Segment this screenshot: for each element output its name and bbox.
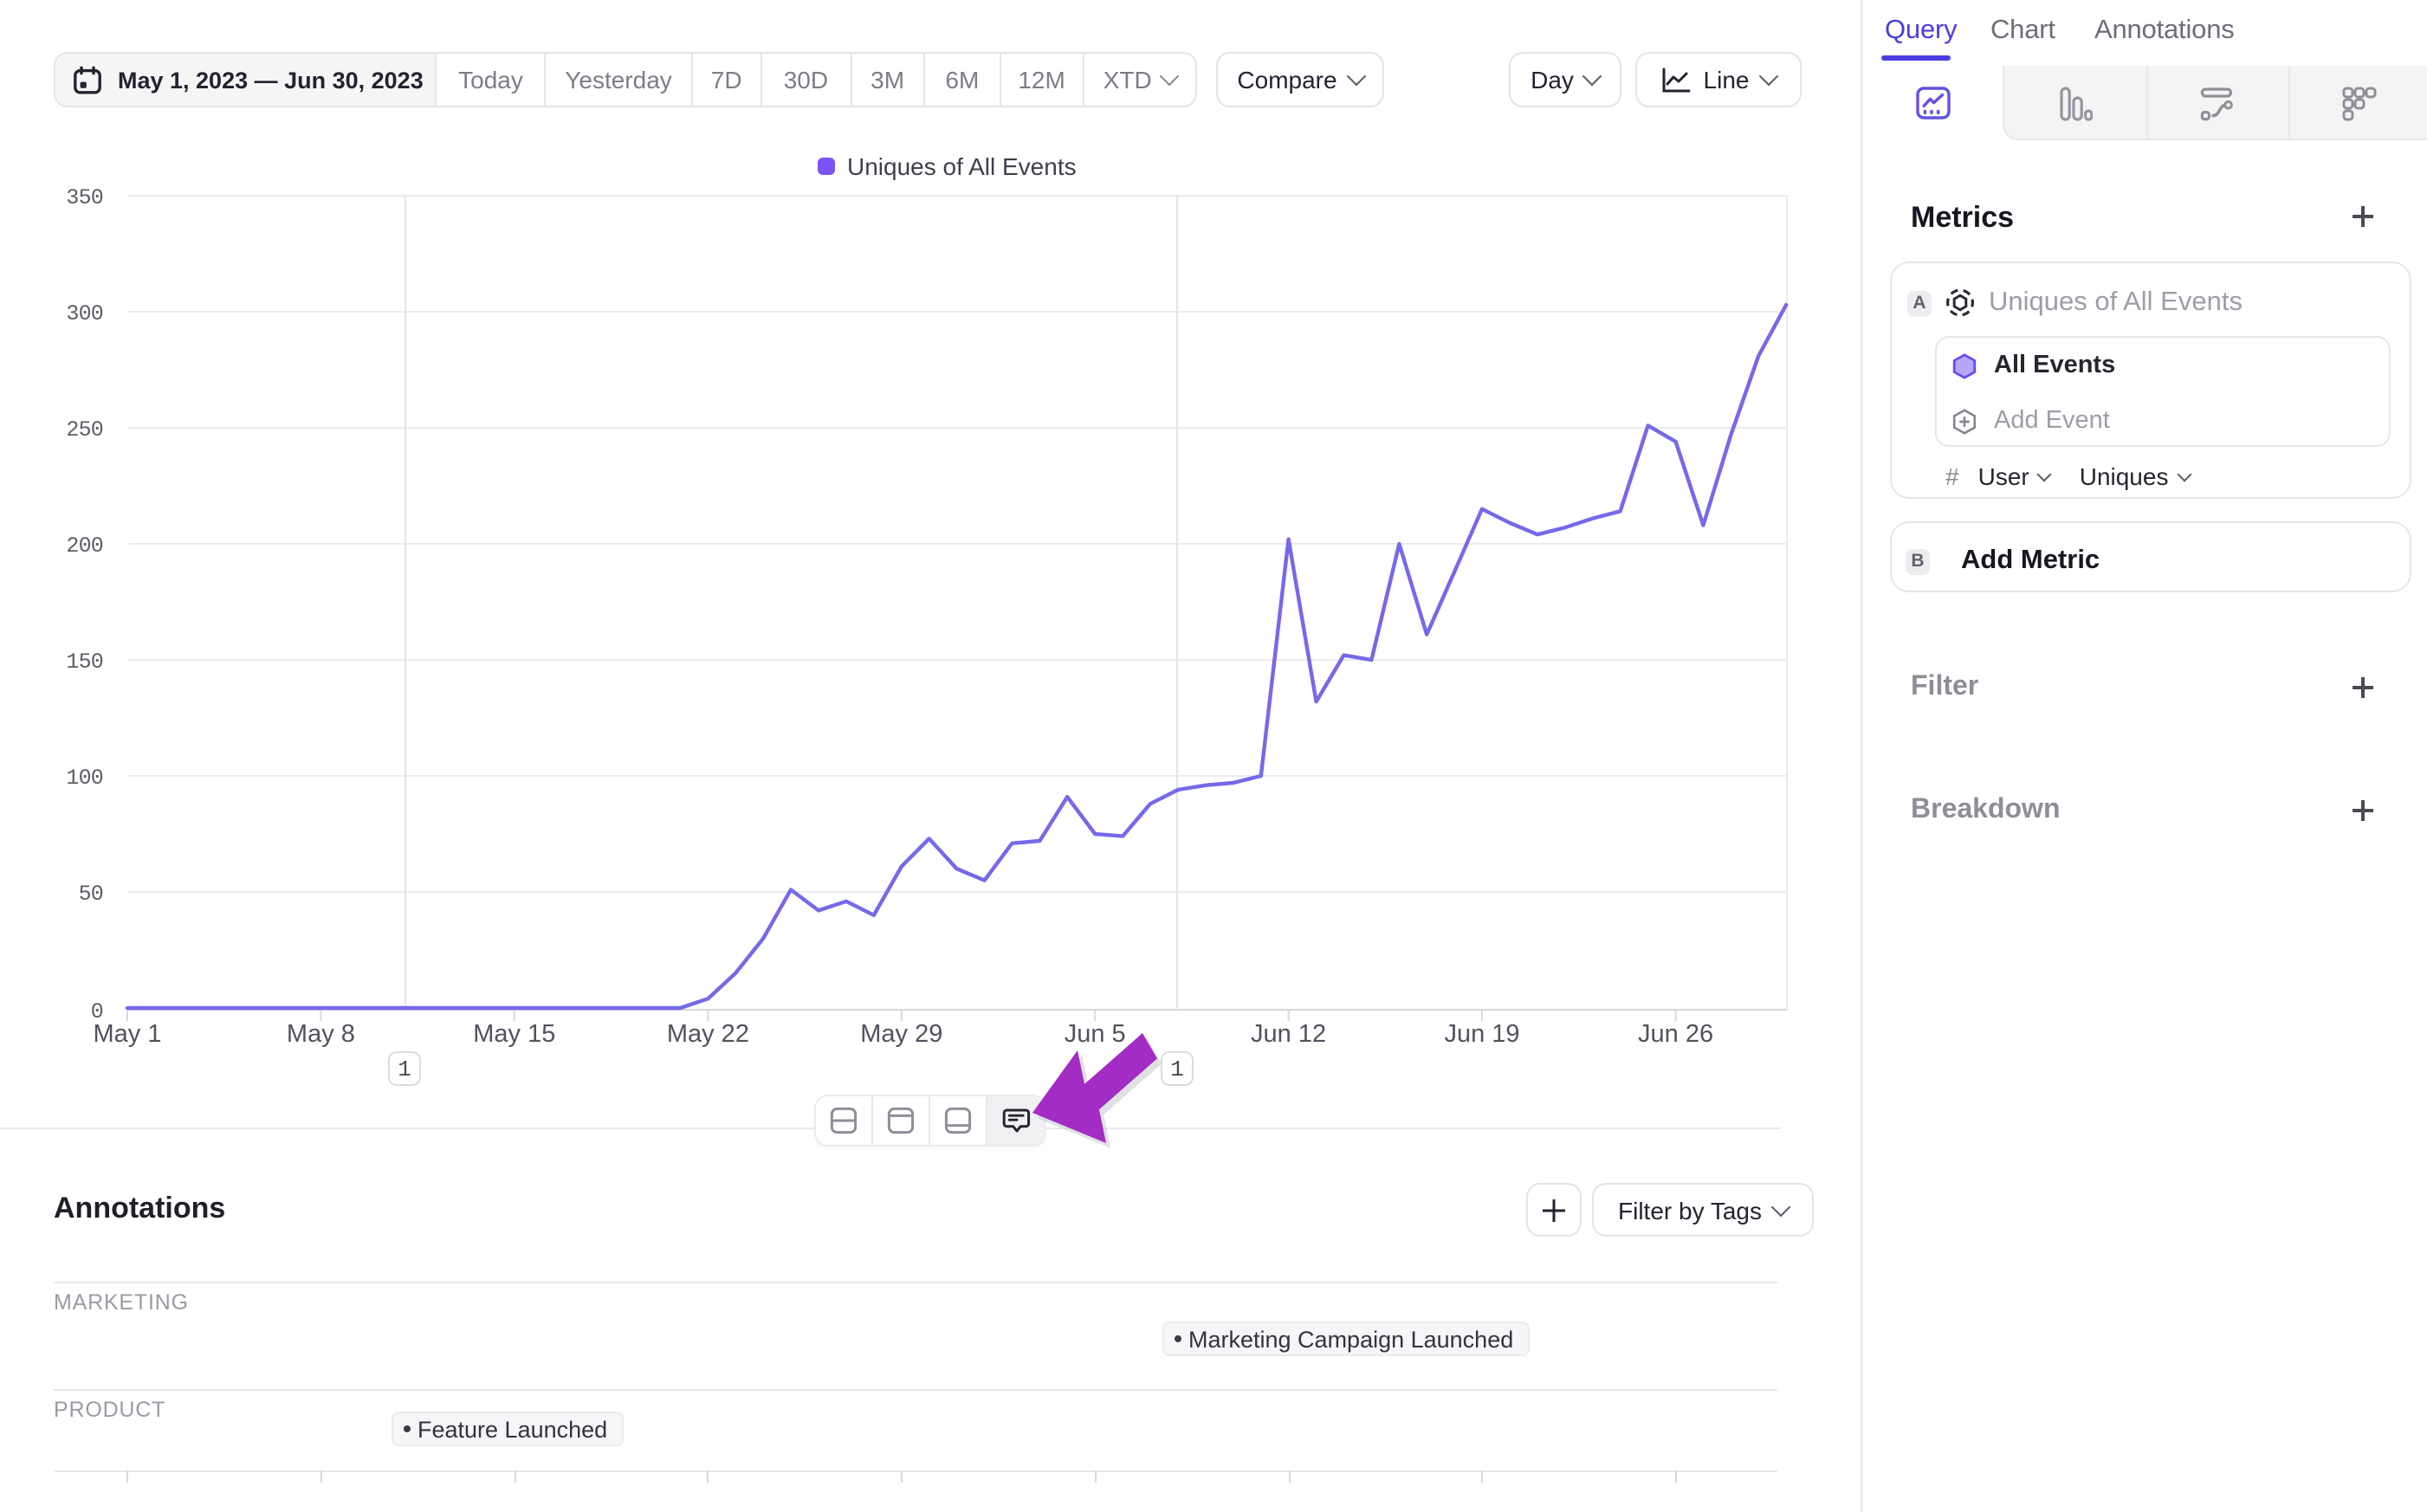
svg-text:Jun 19: Jun 19 [1444, 1020, 1519, 1048]
svg-text:Jun 12: Jun 12 [1251, 1020, 1326, 1048]
svg-text:300: 300 [66, 301, 103, 326]
svg-text:350: 350 [66, 185, 103, 210]
svg-text:Jun 26: Jun 26 [1638, 1020, 1713, 1048]
svg-text:200: 200 [66, 533, 103, 559]
svg-text:150: 150 [66, 649, 103, 675]
svg-text:May 22: May 22 [667, 1020, 749, 1048]
svg-text:0: 0 [91, 999, 103, 1024]
svg-text:Jun 5: Jun 5 [1065, 1020, 1126, 1048]
svg-text:250: 250 [66, 417, 103, 443]
svg-text:100: 100 [66, 766, 103, 791]
svg-text:May 29: May 29 [860, 1020, 942, 1048]
svg-text:May 8: May 8 [287, 1020, 355, 1048]
svg-text:50: 50 [79, 882, 103, 907]
svg-text:May 15: May 15 [473, 1020, 555, 1048]
svg-text:May 1: May 1 [94, 1020, 162, 1048]
